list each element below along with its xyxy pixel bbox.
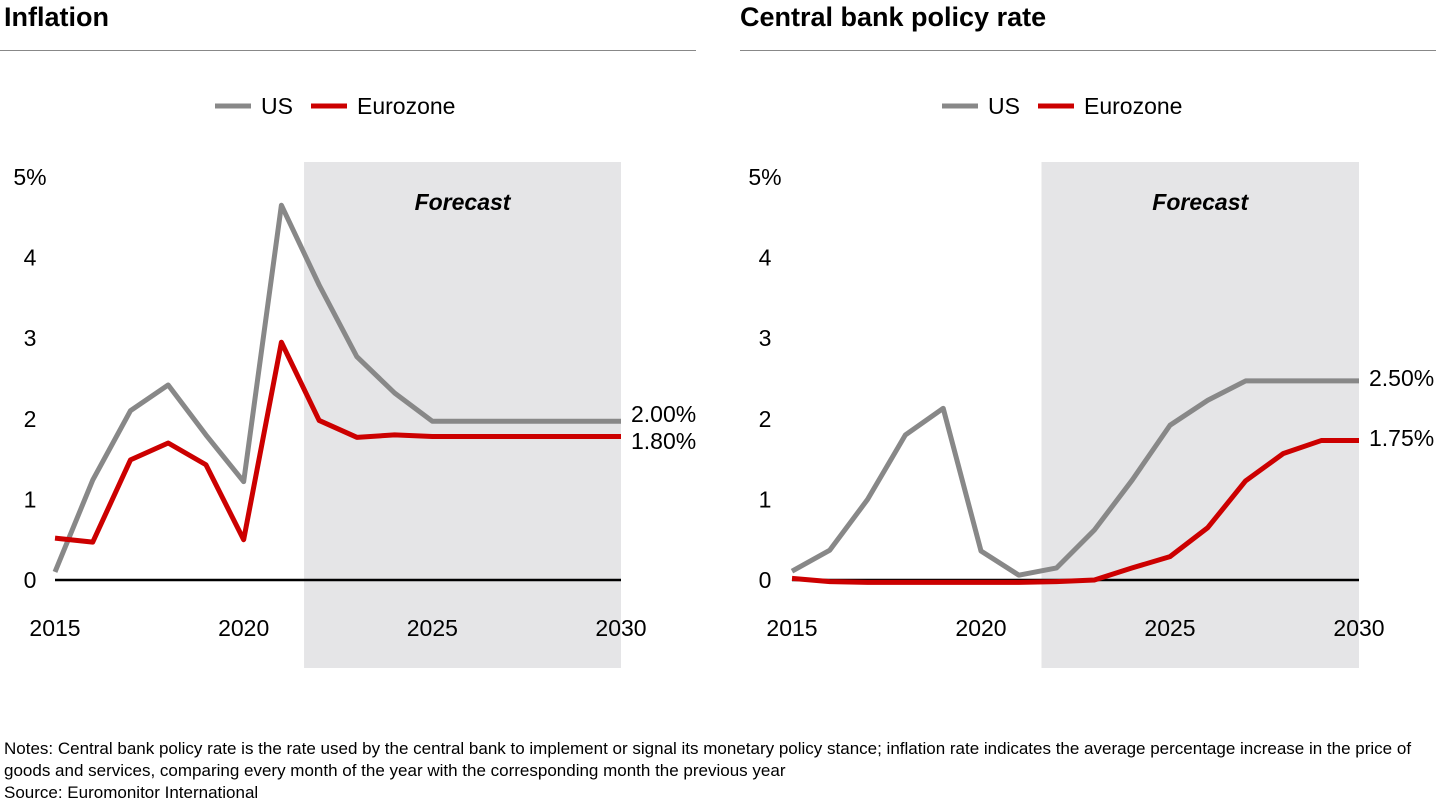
x-tick-label: 2015 (766, 615, 817, 641)
series-line-us (52, 202, 621, 573)
end-value-label: 2.50% (1369, 365, 1434, 391)
series-line-us (790, 378, 1359, 578)
series-line-eurozone (791, 438, 1359, 585)
x-tick-label: 2020 (955, 615, 1006, 641)
y-tick-label: 5% (13, 164, 46, 190)
x-tick-label: 2020 (218, 615, 269, 641)
y-tick-label: 3 (759, 325, 772, 351)
chart-title-inflation: Inflation (4, 2, 109, 32)
y-tick-label: 4 (24, 245, 37, 271)
chart-title-policy-rate: Central bank policy rate (740, 2, 1047, 32)
notes: Notes: Central bank policy rate is the r… (4, 738, 1424, 804)
y-tick-label: 4 (759, 245, 772, 271)
forecast-region (1041, 162, 1359, 668)
y-tick-label: 1 (24, 486, 37, 512)
y-tick-label: 5% (748, 164, 781, 190)
legend-label-us: US (988, 93, 1020, 119)
series-line-eurozone (54, 339, 621, 545)
x-tick-label: 2030 (595, 615, 646, 641)
legend-label-eurozone: Eurozone (357, 93, 455, 119)
forecast-label: Forecast (415, 189, 512, 215)
y-tick-label: 0 (24, 567, 37, 593)
x-tick-label: 2030 (1333, 615, 1384, 641)
end-value-label: 1.80% (631, 428, 696, 454)
source-text: Source: Euromonitor International (4, 783, 259, 802)
y-tick-label: 2 (24, 406, 37, 432)
y-tick-label: 3 (24, 325, 37, 351)
y-tick-label: 1 (759, 486, 772, 512)
y-tick-label: 0 (759, 567, 772, 593)
forecast-label: Forecast (1152, 189, 1249, 215)
legend-label-eurozone: Eurozone (1084, 93, 1182, 119)
end-value-label: 2.00% (631, 401, 696, 427)
y-tick-label: 2 (759, 406, 772, 432)
title-rule (0, 50, 696, 51)
x-tick-label: 2015 (29, 615, 80, 641)
forecast-region (304, 162, 621, 668)
end-value-label: 1.75% (1369, 425, 1434, 451)
x-tick-label: 2025 (1144, 615, 1195, 641)
x-tick-label: 2025 (407, 615, 458, 641)
title-rule (740, 50, 1436, 51)
legend-label-us: US (261, 93, 293, 119)
notes-text: Notes: Central bank policy rate is the r… (4, 739, 1412, 780)
